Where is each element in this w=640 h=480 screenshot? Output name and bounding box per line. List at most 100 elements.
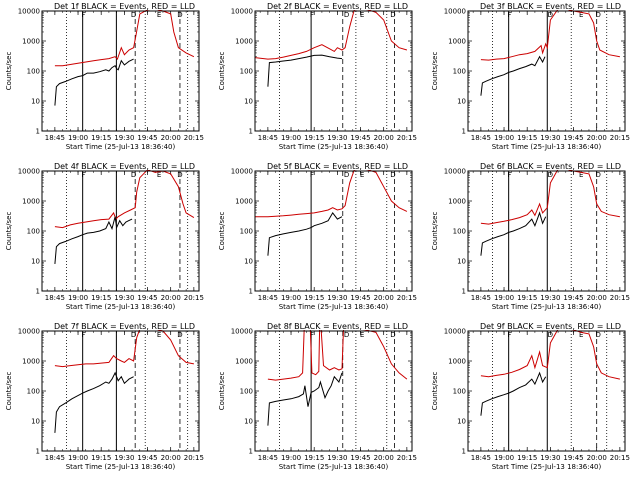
x-tick-label: 19:15	[304, 294, 324, 302]
state-label: D	[548, 331, 553, 339]
state-label: F	[81, 171, 85, 179]
y-tick-label: 10000	[444, 8, 466, 16]
x-tick-label: 19:45	[137, 454, 157, 462]
x-axis-label: Start Time (25-Jul-13 18:36:40)	[279, 463, 389, 471]
series-line-events	[54, 216, 133, 264]
y-tick-label: 100	[27, 228, 40, 236]
series-line-events	[480, 55, 546, 96]
x-tick-label: 19:15	[517, 294, 537, 302]
x-tick-label: 18:45	[45, 294, 65, 302]
y-tick-label: 10	[244, 258, 253, 266]
state-label: D	[596, 171, 601, 179]
x-tick-label: 19:15	[304, 134, 324, 142]
x-tick-label: 20:00	[587, 294, 607, 302]
state-label: E	[360, 11, 364, 19]
y-tick-label: 10000	[444, 328, 466, 336]
y-tick-label: 1000	[235, 198, 253, 206]
state-label: D	[344, 331, 349, 339]
y-axis-label: Counts/sec	[431, 372, 439, 411]
x-tick-label: 19:15	[91, 454, 111, 462]
x-tick-label: 18:45	[258, 454, 278, 462]
x-tick-label: 20:00	[374, 294, 394, 302]
x-tick-label: 20:15	[610, 134, 630, 142]
x-tick-label: 20:00	[161, 134, 181, 142]
y-tick-label: 1	[249, 288, 253, 296]
series-line-lld	[480, 170, 620, 225]
y-tick-label: 100	[240, 388, 253, 396]
series-line-lld	[54, 330, 194, 368]
y-tick-label: 100	[27, 68, 40, 76]
detector-panel: Det 4f BLACK = Events, RED = LLD 1 10 100 10…	[0, 160, 213, 320]
series-line-lld	[54, 10, 195, 67]
y-tick-label: 1	[462, 128, 466, 136]
x-tick-label: 18:45	[258, 294, 278, 302]
plot-frame	[254, 10, 413, 132]
y-tick-label: 10	[31, 258, 40, 266]
x-tick-label: 19:00	[494, 454, 514, 462]
x-axis-label: Start Time (25-Jul-13 18:36:40)	[279, 143, 389, 151]
y-tick-label: 10	[31, 98, 40, 106]
y-tick-label: 100	[240, 68, 253, 76]
x-tick-label: 19:15	[91, 134, 111, 142]
chart-svg: Det 9f BLACK = Events, RED = LLD 1 10 100 10…	[431, 322, 630, 471]
x-axis-label: Start Time (25-Jul-13 18:36:40)	[492, 143, 602, 151]
plot-frame	[467, 10, 626, 132]
state-label: F	[507, 331, 511, 339]
chart-svg: Det 4f BLACK = Events, RED = LLD 1 10 100 10…	[5, 162, 204, 311]
plot-frame	[41, 330, 200, 452]
y-tick-label: 1	[249, 128, 253, 136]
state-label: E	[579, 171, 583, 179]
x-tick-label: 19:00	[494, 294, 514, 302]
y-tick-label: 10000	[231, 8, 253, 16]
x-tick-label: 18:45	[471, 134, 491, 142]
chart-svg: Det 3f BLACK = Events, RED = LLD 1 10 100 10…	[431, 2, 630, 151]
x-tick-label: 20:00	[374, 134, 394, 142]
chart-svg: Det 6f BLACK = Events, RED = LLD 1 10 100 10…	[431, 162, 630, 311]
x-tick-label: 19:45	[563, 134, 583, 142]
chart-svg: Det 8f BLACK = Events, RED = LLD 1 10 100 10…	[218, 322, 417, 471]
x-tick-label: 20:15	[397, 454, 417, 462]
detector-panel: Det 1f BLACK = Events, RED = LLD 1 10 100 10…	[0, 0, 213, 160]
y-tick-label: 10000	[444, 168, 466, 176]
y-tick-label: 1	[36, 448, 40, 456]
state-label: D	[131, 11, 136, 19]
y-tick-label: 100	[453, 388, 466, 396]
y-tick-label: 100	[240, 228, 253, 236]
state-label: D	[596, 11, 601, 19]
y-tick-label: 10	[31, 418, 40, 426]
series-line-events	[54, 58, 134, 106]
chart-svg: Det 5f BLACK = Events, RED = LLD 1 10 100 10…	[218, 162, 417, 311]
series-line-lld	[255, 170, 408, 218]
y-tick-label: 1	[249, 448, 253, 456]
chart-svg: Det 1f BLACK = Events, RED = LLD 1 10 100 10…	[5, 2, 204, 151]
y-tick-label: 1000	[448, 38, 466, 46]
state-label: E	[157, 331, 161, 339]
state-label: D	[548, 11, 553, 19]
x-tick-label: 19:30	[114, 454, 134, 462]
chart-svg: Det 2f BLACK = Events, RED = LLD 1 10 100 10…	[218, 2, 417, 151]
chart-title: Det 6f BLACK = Events, RED = LLD	[480, 162, 621, 171]
y-tick-label: 1000	[22, 358, 40, 366]
y-tick-label: 10000	[231, 328, 253, 336]
x-tick-label: 20:15	[397, 134, 417, 142]
state-label: D	[344, 11, 349, 19]
y-tick-label: 1000	[448, 358, 466, 366]
y-axis-label: Counts/sec	[5, 52, 13, 91]
detector-panel: Det 2f BLACK = Events, RED = LLD 1 10 100 10…	[213, 0, 426, 160]
detector-panel: Det 9f BLACK = Events, RED = LLD 1 10 100 10…	[426, 320, 639, 480]
series-line-lld	[267, 330, 408, 381]
state-label: D	[548, 171, 553, 179]
x-tick-label: 19:00	[494, 134, 514, 142]
x-tick-label: 19:30	[114, 134, 134, 142]
chart-title: Det 8f BLACK = Events, RED = LLD	[267, 322, 408, 331]
y-axis-label: Counts/sec	[431, 212, 439, 251]
x-tick-label: 20:15	[184, 294, 204, 302]
x-tick-label: 19:15	[304, 454, 324, 462]
y-tick-label: 1000	[22, 198, 40, 206]
chart-title: Det 9f BLACK = Events, RED = LLD	[480, 322, 621, 331]
state-label: F	[310, 11, 314, 19]
state-label: D	[131, 331, 136, 339]
